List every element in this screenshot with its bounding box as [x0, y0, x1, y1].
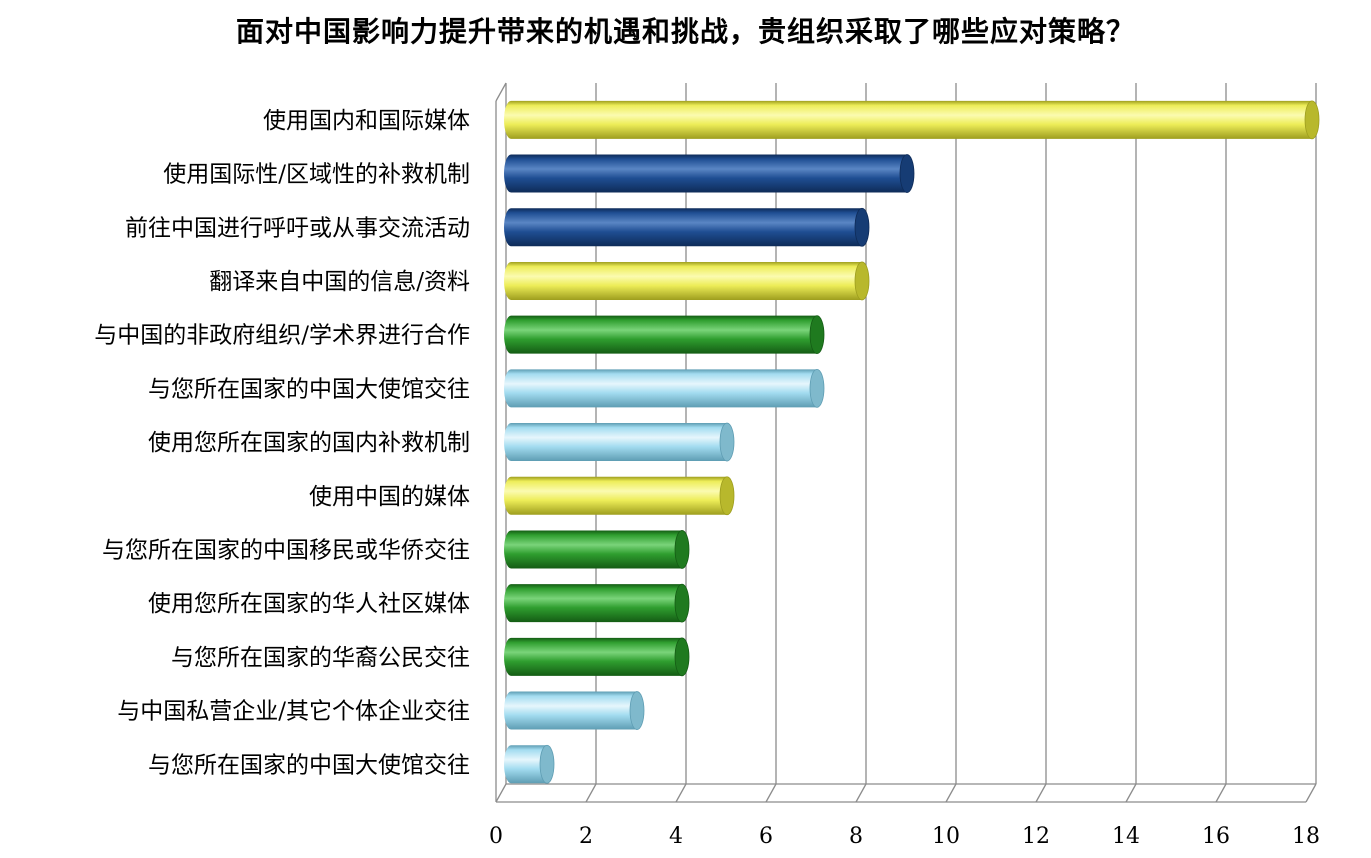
x-tick-label: 10	[932, 824, 960, 849]
x-tick-label: 4	[669, 824, 683, 849]
bar-body	[504, 369, 817, 408]
x-tick-label: 2	[579, 824, 593, 849]
category-label: 与中国私营企业/其它个体企业交往	[117, 699, 470, 725]
floor-gridline	[1035, 783, 1047, 803]
bar-cap	[539, 744, 555, 784]
bar	[503, 100, 1320, 140]
bar-body	[504, 476, 727, 515]
left-wall-top-edge	[495, 82, 507, 102]
bar	[504, 422, 735, 462]
category-label: 与您所在国家的华裔公民交往	[171, 645, 470, 671]
category-label: 与中国的非政府组织/学术界进行合作	[94, 323, 470, 349]
floor-gridline	[1215, 783, 1227, 803]
bar	[504, 637, 690, 677]
category-label: 使用您所在国家的华人社区媒体	[148, 591, 470, 617]
floor-gridline	[585, 783, 597, 803]
x-tick-label: 8	[849, 824, 863, 849]
floor-gridline	[675, 783, 687, 803]
x-tick-label: 16	[1202, 824, 1230, 849]
bar-cap	[719, 476, 735, 516]
floor-gridline	[1305, 783, 1317, 803]
floor-gridline	[945, 783, 957, 803]
bar	[504, 583, 690, 623]
bar-body	[504, 208, 862, 247]
bar	[504, 368, 825, 408]
bar-body	[504, 423, 727, 462]
bar-cap	[1304, 100, 1320, 140]
bar	[504, 154, 915, 193]
bar-cap	[854, 261, 870, 301]
bar	[504, 530, 690, 569]
bar-body	[504, 154, 907, 193]
category-label: 与您所在国家的中国移民或华侨交往	[102, 537, 470, 563]
floor-gridline	[855, 783, 867, 803]
category-label: 使用您所在国家的国内补救机制	[148, 430, 470, 456]
bar	[504, 315, 825, 355]
bar-cap	[674, 637, 690, 677]
bar-body	[503, 100, 1312, 139]
bar-cap	[674, 530, 690, 569]
category-label: 与您所在国家的中国大使馆交往	[148, 376, 470, 402]
label-layer: 0 2 4 6 8 10 12 14 16 18 使用国内和国际媒体使用国际性/区域性的补救机制前往…	[94, 108, 1320, 849]
bar-body	[504, 315, 817, 354]
x-tick-label: 14	[1112, 824, 1140, 849]
floor-gridline	[495, 783, 507, 803]
x-tick-label: 6	[759, 824, 773, 849]
grid-layer	[495, 82, 1317, 803]
bar-cap	[629, 691, 645, 730]
bar-cap	[809, 368, 825, 408]
category-label: 使用国内和国际媒体	[263, 108, 470, 134]
bar-cap	[854, 207, 870, 247]
bar-body	[504, 745, 547, 784]
bar-body	[504, 691, 637, 730]
category-label: 使用中国的媒体	[309, 484, 470, 510]
x-tick-label: 18	[1292, 824, 1320, 849]
bar-body	[504, 637, 682, 676]
x-tick-label: 0	[489, 824, 503, 849]
floor-gridline	[765, 783, 777, 803]
chart-title: 面对中国影响力提升带来的机遇和挑战，贵组织采取了哪些应对策略？	[235, 15, 1135, 48]
bar	[504, 691, 645, 730]
category-label: 与您所在国家的中国大使馆交往	[148, 752, 470, 778]
bar-layer	[503, 100, 1320, 784]
floor-gridline	[1125, 783, 1137, 803]
category-label: 使用国际性/区域性的补救机制	[163, 162, 470, 188]
bar	[504, 261, 870, 301]
bar-cap	[899, 154, 915, 193]
bar	[504, 476, 735, 516]
bar-cap	[809, 315, 825, 355]
bar-body	[504, 261, 862, 300]
bar-cap	[719, 422, 735, 462]
bar	[504, 207, 870, 247]
category-label: 前往中国进行呼吁或从事交流活动	[125, 215, 470, 241]
bar	[504, 744, 555, 784]
x-tick-label: 12	[1022, 824, 1050, 849]
bar-body	[504, 584, 682, 623]
bar-body	[504, 530, 682, 569]
bar-cap	[674, 583, 690, 623]
category-label: 翻译来自中国的信息/资料	[209, 269, 470, 295]
